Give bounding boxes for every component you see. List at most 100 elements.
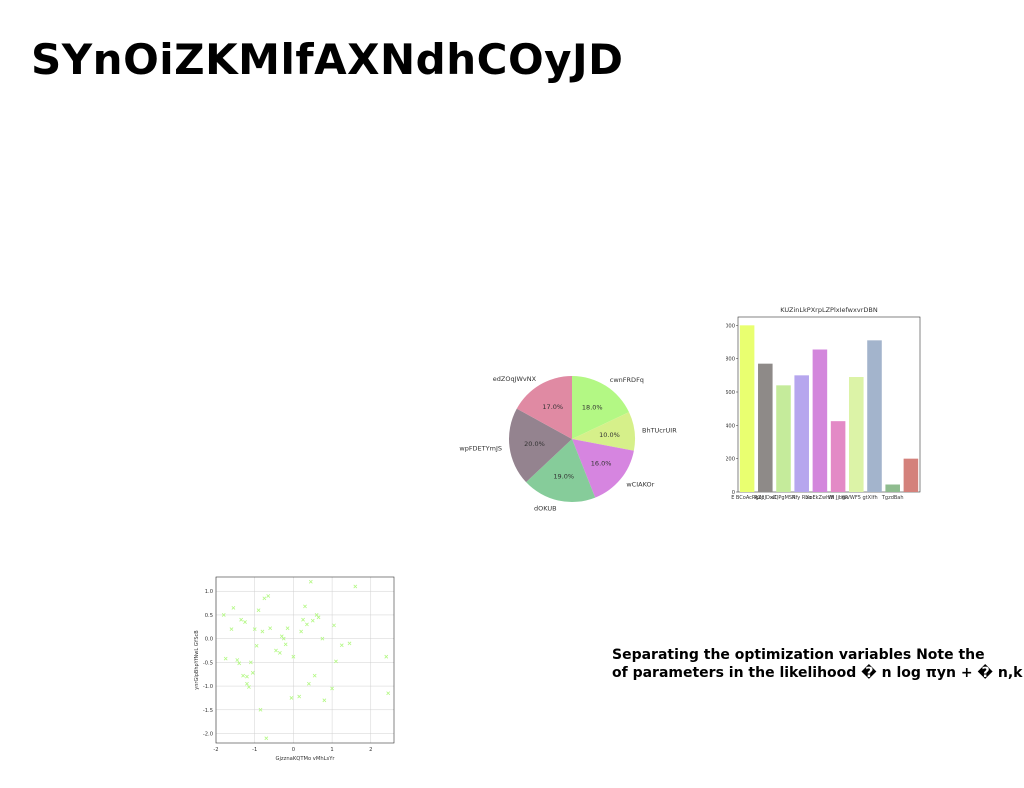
- scatter-point: [245, 681, 249, 686]
- scatter-point: [250, 670, 255, 675]
- x-tick-label: Ifh: [871, 495, 877, 501]
- scatter-point: [266, 594, 271, 598]
- y-axis-label: ynrGlpBhpYfNwL GYScB: [194, 630, 200, 690]
- scatter-point: [347, 641, 352, 646]
- bar: [758, 363, 773, 492]
- bar: [794, 375, 809, 492]
- scatter-point: [268, 626, 273, 631]
- pie-slice-label: wpFDETYmJS: [459, 444, 502, 452]
- y-tick-label: 800: [726, 357, 735, 363]
- scatter-point: [299, 629, 304, 634]
- pie-slice: [509, 408, 572, 483]
- caption-line: Separating the optimization variables No…: [612, 647, 985, 663]
- bar-chart: KUZinLkPXrpLZPlxIefwxvrDBN 0 200 400 600 800 1…: [726, 306, 921, 501]
- pie-slice: [572, 439, 634, 498]
- scatter-point: [322, 698, 327, 703]
- scatter-point: [308, 579, 313, 584]
- y-tick-label: 1000: [726, 323, 735, 329]
- scatter-point: [353, 584, 358, 589]
- pie-slice: [516, 376, 572, 439]
- scatter-point: [283, 642, 288, 647]
- scatter-point: [235, 658, 240, 662]
- page-title: SYnOiZKMlfAXNdhCOyJD: [31, 35, 624, 84]
- scatter-point: [289, 696, 294, 700]
- x-tick-label: -2: [213, 747, 218, 753]
- caption-text: Separating the optimization variables No…: [612, 646, 1023, 682]
- pie-percent-label: 19.0%: [553, 472, 574, 480]
- pie-slice-label: wCIAKOr: [626, 480, 654, 488]
- scatter-point: [291, 654, 296, 659]
- scatter-point: [254, 643, 259, 648]
- scatter-point: [339, 643, 344, 648]
- scatter-point: [306, 681, 311, 686]
- bar: [739, 325, 755, 492]
- scatter-point: [310, 618, 315, 623]
- pie-slice: [572, 376, 630, 439]
- scatter-point: [274, 648, 278, 653]
- scatter-point: [252, 627, 257, 632]
- scatter-point: [221, 613, 226, 617]
- y-tick-label: 600: [726, 390, 735, 396]
- scatter-point: [277, 651, 282, 655]
- scatter-point: [237, 661, 242, 666]
- pie-chart: 18.0% cwnFRDFq 10.0% BhTUcrUIR 16.0% wCIAKOr 1…: [459, 375, 677, 513]
- bar: [849, 377, 864, 492]
- scatter-chart: -2 -1 0 1 2 1.0 0.5 0.0 -0.5 -1.0 -1.5 -2.0 GjzznaKQ…: [194, 576, 395, 762]
- scatter-point: [239, 617, 244, 622]
- scatter-point: [285, 626, 290, 631]
- scatter-point: [384, 654, 389, 659]
- pie-slice: [572, 412, 635, 451]
- scatter-point: [231, 605, 236, 610]
- pie-percent-label: 20.0%: [524, 440, 545, 448]
- bar: [867, 340, 882, 492]
- pie-percent-label: 18.0%: [582, 404, 603, 412]
- x-tick-label: eQPgMSR: [771, 495, 796, 501]
- bar: [812, 349, 828, 492]
- y-tick-label: 0.5: [205, 613, 213, 619]
- scatter-point: [243, 620, 247, 624]
- y-tick-label: -1.5: [203, 708, 213, 714]
- pie-percent-label: 10.0%: [599, 431, 620, 439]
- y-tick-label: -1.0: [203, 684, 213, 690]
- y-tick-label: 400: [726, 423, 735, 429]
- x-axis-label: GjzznaKQTMo vMhLsYr: [275, 756, 335, 762]
- x-tick-label: -1: [252, 747, 257, 753]
- x-tick-label: RZdJDxZ: [754, 495, 776, 501]
- scatter-point: [241, 673, 245, 678]
- pie-slice: [526, 439, 596, 502]
- x-tick-label: 1: [330, 747, 333, 753]
- x-tick-label: WVWF5 gtX: [842, 495, 872, 501]
- caption-line: of parameters in the likelihood � n log …: [612, 665, 1023, 681]
- scatter-point: [305, 622, 309, 627]
- bar: [776, 385, 791, 492]
- scatter-point: [316, 615, 321, 620]
- scatter-point: [229, 627, 234, 632]
- scatter-point: [258, 707, 263, 712]
- bar-chart-title: KUZinLkPXrpLZPlxIefwxvrDBN: [780, 306, 878, 314]
- x-tick-label: TgzdBah: [881, 495, 904, 501]
- pie-slice-label: BhTUcrUIR: [642, 427, 677, 435]
- scatter-point: [260, 629, 265, 634]
- pie-slice-label: dOKUB: [534, 504, 557, 512]
- bar: [903, 458, 919, 492]
- x-tick-label: Nfy Rbo: [792, 495, 812, 501]
- x-tick-label: 0: [292, 747, 295, 753]
- scatter-point: [262, 596, 267, 601]
- scatter-point: [303, 604, 307, 609]
- scatter-point: [334, 659, 338, 664]
- y-tick-label: -0.5: [203, 660, 213, 666]
- scatter-point: [264, 736, 269, 741]
- y-tick-label: 200: [726, 457, 735, 463]
- x-tick-label: XoEkZwhlfi: [806, 495, 834, 501]
- bar: [885, 484, 900, 492]
- scatter-point: [330, 686, 334, 691]
- scatter-point: [312, 673, 317, 678]
- scatter-point: [281, 636, 286, 641]
- scatter-point: [320, 636, 325, 641]
- bar-plot-frame: [737, 316, 921, 493]
- scatter-point: [247, 685, 251, 689]
- x-tick-label: 2: [369, 747, 372, 753]
- scatter-plot-frame: [215, 576, 395, 744]
- scatter-point: [248, 660, 253, 665]
- scatter-point: [301, 617, 305, 622]
